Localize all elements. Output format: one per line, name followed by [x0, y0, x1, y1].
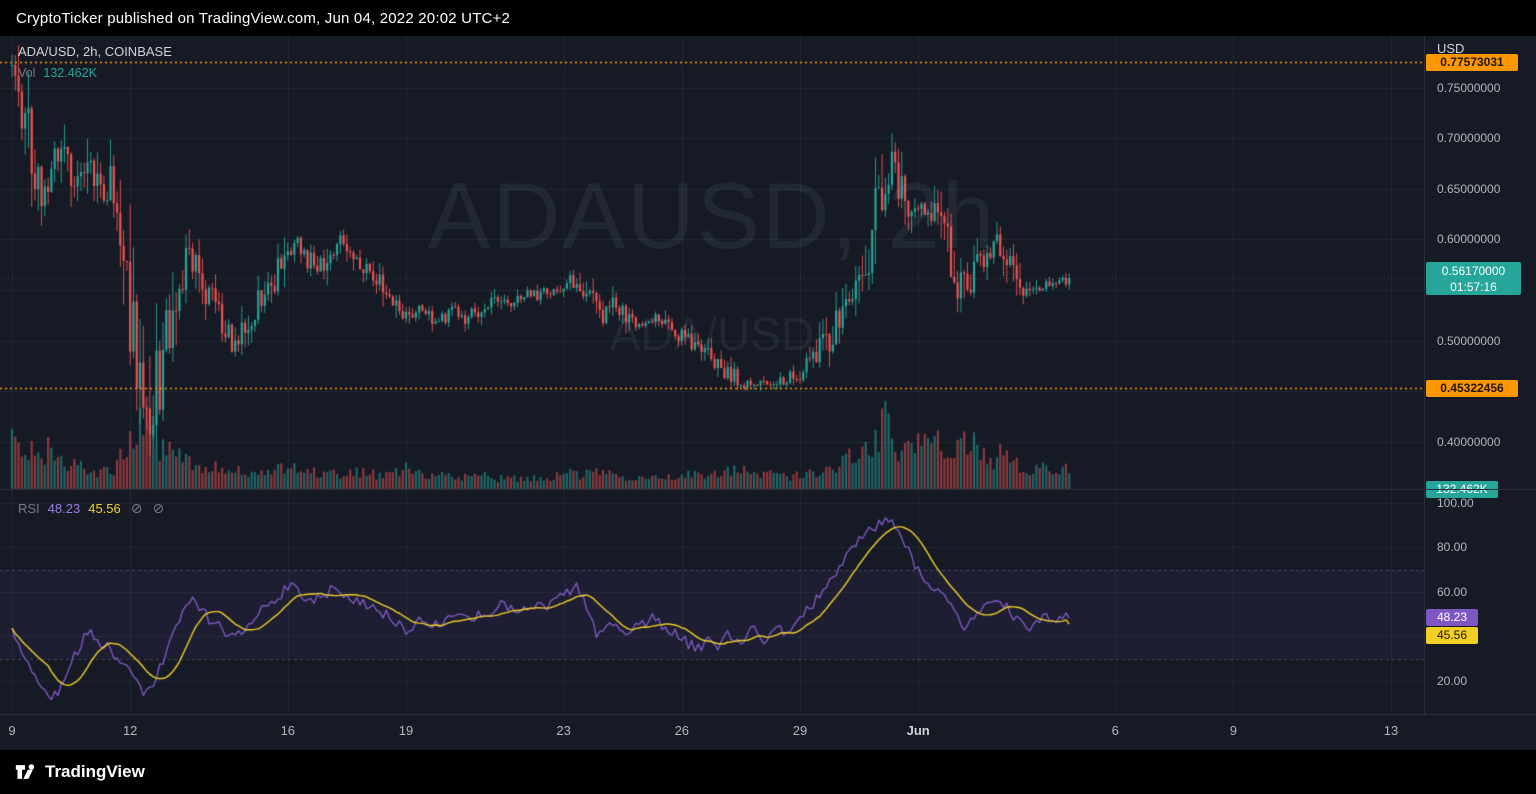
hidden-study-icon[interactable]: ⊘ — [130, 500, 143, 516]
time-axis-label: 6 — [1111, 723, 1119, 738]
rsi-tick-label: 80.00 — [1437, 540, 1468, 555]
price-tick-label: 0.75000000 — [1437, 80, 1501, 95]
volume-legend: Vol 132.462K — [18, 66, 97, 80]
price-tick-label: 0.40000000 — [1437, 434, 1501, 449]
rsi-tick-label: 60.00 — [1437, 584, 1468, 599]
time-axis-label: 26 — [674, 723, 690, 738]
last-price-value: 0.56170000 — [1441, 264, 1506, 279]
price-tick-label: 0.65000000 — [1437, 181, 1501, 196]
rsi-tick-label: 100.00 — [1437, 495, 1474, 510]
time-axis-label: 13 — [1383, 723, 1399, 738]
price-tick-label: 0.60000000 — [1437, 232, 1501, 247]
candle-countdown: 01:57:16 — [1450, 280, 1497, 295]
hidden-study-icon[interactable]: ⊘ — [152, 500, 165, 516]
time-axis-label: Jun — [906, 723, 930, 738]
time-axis[interactable]: 9 12 16 19 23 26 29 Jun 6 9 13 — [0, 715, 1424, 750]
last-price-badge: 0.56170000 01:57:16 — [1426, 262, 1521, 296]
price-scale[interactable]: USD 0.77573031 0.56170000 01:57:16 0.453… — [1424, 36, 1536, 750]
volume-value: 132.462K — [43, 66, 97, 80]
time-axis-label: 23 — [556, 723, 571, 738]
rsi-tick-label: 20.00 — [1437, 673, 1468, 688]
tradingview-wordmark[interactable]: TradingView — [45, 762, 145, 781]
price-tick-label: 0.70000000 — [1437, 131, 1501, 146]
time-axis-label: 12 — [122, 723, 138, 738]
volume-label: Vol — [18, 66, 36, 80]
rsi-value-badge: 48.23 — [1426, 609, 1478, 627]
chart-region: ADAUSD, 2h ADA/USD ADA/USD, 2h, COINBASE… — [0, 36, 1536, 750]
rsi-ma-value-badge: 45.56 — [1426, 627, 1478, 645]
price-tick-label: 0.50000000 — [1437, 333, 1501, 348]
attribution-text[interactable]: CryptoTicker published on TradingView.co… — [16, 9, 511, 27]
lower-level-price-badge: 0.45322456 — [1426, 380, 1518, 398]
rsi-title[interactable]: RSI — [18, 501, 40, 516]
time-axis-label: 19 — [398, 723, 414, 738]
tradingview-logo-icon[interactable] — [14, 761, 36, 783]
time-axis-label: 29 — [792, 723, 808, 738]
pane-separator[interactable] — [0, 489, 1536, 490]
footer-bar: TradingView — [0, 750, 1536, 794]
time-axis-label: 9 — [1229, 723, 1238, 738]
time-axis-label: 9 — [8, 723, 16, 738]
currency-label: USD — [1437, 41, 1465, 56]
time-axis-label: 16 — [280, 723, 296, 738]
upper-level-price-badge: 0.77573031 — [1426, 53, 1518, 71]
rsi-legend[interactable]: RSI 48.23 45.56 ⊘ ⊘ — [18, 500, 164, 517]
scale-separator — [1424, 36, 1425, 715]
axis-separator — [0, 714, 1536, 715]
symbol-legend[interactable]: ADA/USD, 2h, COINBASE — [18, 44, 172, 59]
attribution-bar: CryptoTicker published on TradingView.co… — [0, 0, 1536, 36]
candlestick-volume-rsi-canvas[interactable] — [0, 36, 1424, 715]
rsi-value: 48.23 — [47, 501, 81, 516]
rsi-ma-value: 45.56 — [88, 501, 121, 516]
symbol-title[interactable]: ADA/USD, 2h, COINBASE — [18, 44, 172, 59]
